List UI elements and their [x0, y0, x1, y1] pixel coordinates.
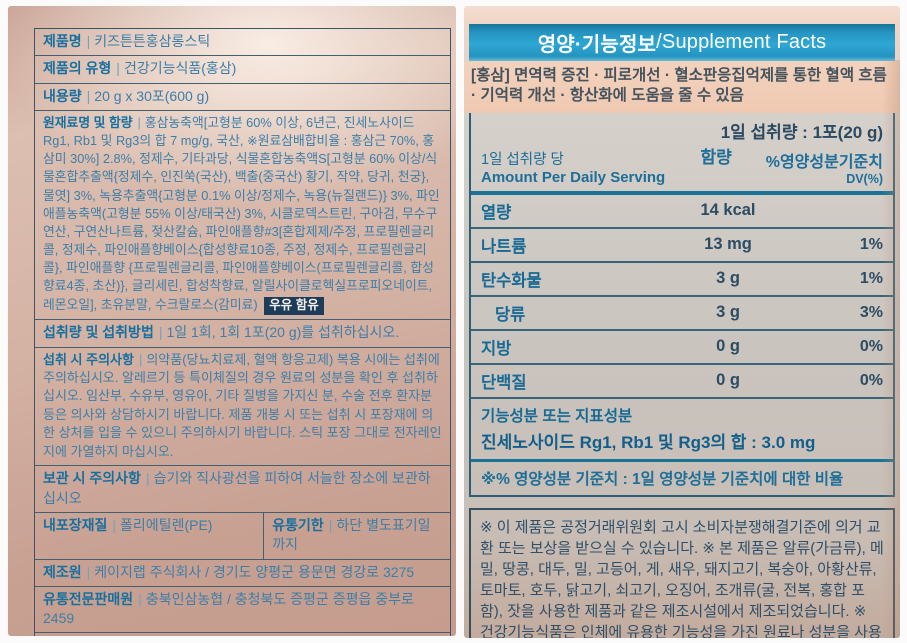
separator: |: [116, 60, 120, 77]
packaging-material-label: 내포장재질: [43, 516, 108, 533]
supplement-facts-header-ko: 영양·기능정보: [537, 34, 657, 56]
milk-allergen-badge: 우유 함유: [264, 296, 324, 316]
nutrient-name: 지방: [481, 339, 512, 358]
product-name-label: 제품명: [43, 33, 82, 49]
separator: |: [138, 590, 142, 607]
row-packaging-expiry: 내포장재질 | 폴리에틸렌(PE) 유통기한 | 하단 별도표기일까지: [35, 512, 450, 560]
separator: |: [86, 87, 91, 104]
expiry-value: 하단 별도표기일까지: [272, 516, 431, 553]
separator: |: [86, 33, 91, 49]
per-serving-en: Amount Per Daily Serving: [481, 168, 666, 186]
serving-size: 1일 섭취량 : 1포(20 g): [720, 122, 883, 142]
product-name-value: 키즈튼튼홍삼롱스틱: [94, 33, 211, 49]
manufacturer-value: 케이지랩 주식회사 / 경기도 양평군 용문면 경강로 3275: [94, 563, 415, 580]
net-content-label: 내용량: [43, 87, 82, 104]
legal-notes: ※ 이 제품은 공정거래위원회 고시 소비자분쟁해결기준에 의거 교환 또는 보…: [469, 507, 895, 638]
row-distributor: 유통전문판매원 | 충북인삼농협 / 충청북도 증평군 증평읍 중부로 2459: [35, 587, 450, 634]
row-intake-caution: 섭취 시 주의사항 | 의약품(당뇨치료제, 혈액 항응고제) 복용 시에는 섭취에…: [35, 348, 450, 467]
storage-caution-label: 보관 시 주의사항: [43, 470, 141, 487]
nutrition-row-sodium: 나트륨 13 mg 1%: [471, 229, 893, 263]
product-info-panel: 제품명 | 키즈튼튼홍삼롱스틱 제품의 유형 | 건강기능식품(홍삼) 내용량 | 20 g…: [8, 6, 456, 636]
row-intake-method: 섭취량 및 섭취방법 | 1일 1회, 1회 1포(20 g)를 섭취하십시오.: [35, 320, 450, 348]
column-header-dv: %영양성분기준치 DV(%): [766, 148, 883, 186]
supplement-facts-header: 영양·기능정보/Supplement Facts: [469, 24, 895, 61]
nutrient-name: 단백질: [481, 373, 527, 392]
nutrition-row-carbohydrate: 탄수화물 3 g 1%: [471, 263, 893, 297]
net-content-value: 20 g x 30포(600 g): [94, 87, 210, 104]
row-manufacturer: 제조원 | 케이지랩 주식회사 / 경기도 양평군 용문면 경강로 3275: [35, 560, 450, 587]
packaging-material-value: 폴리에틸렌(PE): [120, 516, 213, 533]
row-consumer-hotline: 소비자상담실|080-753-7000: [35, 633, 450, 636]
nutrient-dv: 1%: [859, 235, 883, 253]
nutrient-amount: 0 g: [716, 337, 740, 356]
dv-header-en: DV(%): [846, 171, 883, 186]
nutrient-name: 나트륨: [481, 237, 527, 256]
distributor-label: 유통전문판매원: [43, 590, 134, 607]
column-header-amount: 함량: [700, 147, 732, 167]
intake-caution-label: 섭취 시 주의사항: [43, 351, 134, 367]
expiry-label: 유통기한: [272, 516, 324, 533]
row-product-name: 제품명 | 키즈튼튼홍삼롱스틱: [35, 29, 450, 57]
column-header-per-serving: 1일 섭취량 당 Amount Per Daily Serving: [481, 148, 700, 186]
nutrient-name: 당류: [495, 305, 526, 324]
packaging-material-cell: 내포장재질 | 폴리에틸렌(PE): [35, 513, 263, 559]
expiry-cell: 유통기한 | 하단 별도표기일까지: [263, 512, 450, 559]
functional-claim: [홍삼] 면역력 증진 · 피로개선 · 혈소판응집억제를 통한 혈액 흐름 ·…: [464, 61, 900, 113]
nutrient-amount: 3 g: [716, 303, 740, 322]
product-info-table: 제품명 | 키즈튼튼홍삼롱스틱 제품의 유형 | 건강기능식품(홍삼) 내용량 | 20 g…: [34, 28, 451, 636]
supplement-facts-panel: 영양·기능정보/Supplement Facts [홍삼] 면역력 증진 · 피…: [464, 6, 900, 638]
separator: |: [145, 470, 150, 487]
nutrient-name: 탄수화물: [481, 271, 542, 290]
nutrient-dv: 3%: [859, 303, 883, 321]
per-serving-ko: 1일 섭취량 당: [481, 151, 564, 168]
row-net-content: 내용량 | 20 g x 30포(600 g): [35, 84, 450, 111]
row-storage-caution: 보관 시 주의사항 | 습기와 직사광선을 피하여 서늘한 장소에 보관하십시오: [35, 466, 450, 513]
nutrition-row-protein: 단백질 0 g 0%: [471, 365, 893, 399]
nutrition-table: 1일 섭취량 : 1포(20 g) 1일 섭취량 당 Amount Per Da…: [469, 112, 895, 497]
nutrient-dv: 0%: [859, 371, 883, 389]
product-type-value: 건강기능식품(홍삼): [123, 60, 237, 77]
intake-method-label: 섭취량 및 섭취방법: [43, 324, 154, 341]
supplement-facts-header-en: /Supplement Facts: [656, 31, 827, 53]
row-ingredients: 원재료명 및 함량 | 홍삼농축액[고형분 60% 이상, 6년근, 진세노사이드 …: [35, 111, 450, 321]
nutrient-amount: 3 g: [716, 269, 740, 288]
nutrient-dv: 0%: [859, 337, 883, 355]
separator: |: [328, 516, 333, 533]
nutrition-row-calories: 열량 14 kcal: [471, 195, 893, 229]
separator: |: [158, 324, 163, 341]
nutrient-name: 열량: [481, 203, 512, 222]
separator: |: [86, 563, 91, 580]
nutrient-amount: 14 kcal: [700, 201, 756, 220]
intake-method-value: 1일 1회, 1회 1포(20 g)를 섭취하십시오.: [166, 324, 400, 341]
nutrient-dv: 1%: [859, 269, 883, 287]
separator: |: [138, 351, 143, 367]
nutrient-amount: 13 mg: [704, 235, 752, 254]
header-rule: [471, 190, 893, 195]
nutrition-row-fat: 지방 0 g 0%: [471, 331, 893, 365]
distributor-value: 충북인삼농협 / 충청북도 증평군 증평읍 중부로 2459: [43, 590, 414, 627]
manufacturer-label: 제조원: [43, 563, 82, 580]
column-headers: 1일 섭취량 당 Amount Per Daily Serving 함량 %영양…: [471, 143, 893, 191]
dv-definition-note: ※% 영양성분 기준치 : 1일 영양성분 기준치에 대한 비율: [481, 470, 844, 488]
nutrient-amount: 0 g: [716, 371, 740, 390]
separator: |: [137, 114, 141, 130]
ingredients-label: 원재료명 및 함량: [43, 114, 133, 130]
functional-ingredient-title: 기능성분 또는 지표성분: [481, 407, 633, 425]
separator: |: [112, 516, 117, 533]
row-product-type: 제품의 유형 | 건강기능식품(홍삼): [35, 56, 450, 84]
dv-header-ko: %영양성분기준치: [765, 153, 883, 171]
nutrition-row-sugars: 당류 3 g 3%: [471, 297, 893, 331]
product-type-label: 제품의 유형: [43, 60, 112, 77]
functional-ingredient-value: 진세노사이드 Rg1, Rb1 및 Rg3의 합 : 3.0 mg: [471, 426, 893, 462]
storage-caution-value: 습기와 직사광선을 피하여 서늘한 장소에 보관하십시오: [43, 470, 431, 506]
ingredients-value: 홍삼농축액[고형분 60% 이상, 6년근, 진세노사이드 Rg1, Rb1 및…: [43, 114, 440, 312]
intake-caution-value: 의약품(당뇨치료제, 혈액 항응고제) 복용 시에는 섭취에 주의하십시오. 알…: [43, 351, 442, 459]
